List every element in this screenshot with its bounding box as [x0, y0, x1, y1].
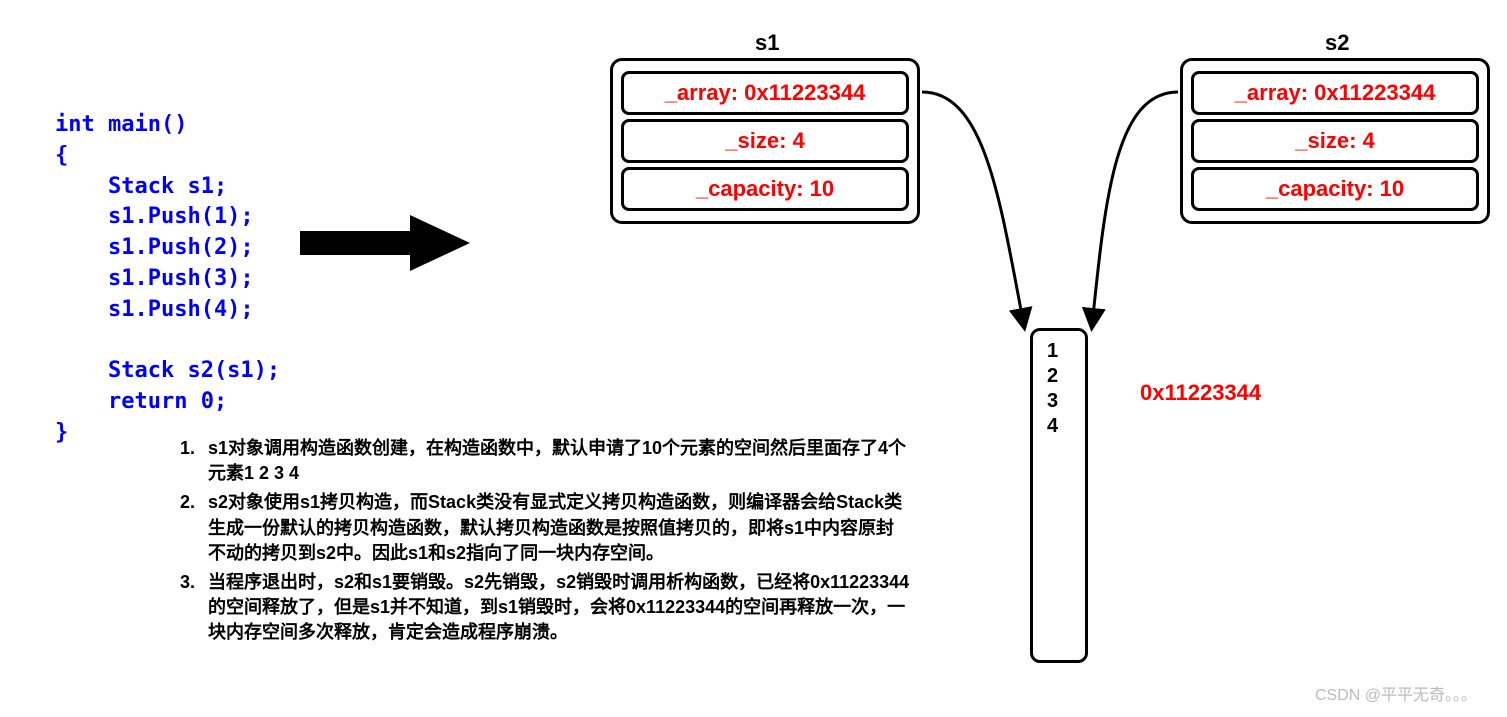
struct-s2-array: _array: 0x11223344 [1191, 71, 1479, 115]
watermark: CSDN @平平无奇。。。 [1315, 681, 1477, 705]
struct-s1-size: _size: 4 [621, 119, 909, 163]
memory-val-1: 2 [1047, 364, 1071, 389]
note-3: 3.当程序退出时，s2和s1要销毁。s2先销毁，s2销毁时调用析构函数，已经将0… [180, 570, 910, 646]
struct-s2-capacity: _capacity: 10 [1191, 167, 1479, 211]
struct-s2: _array: 0x11223344 _size: 4 _capacity: 1… [1180, 58, 1490, 224]
note-1: 1.s1对象调用构造函数创建，在构造函数中，默认申请了10个元素的空间然后里面存… [180, 436, 910, 486]
struct-s1: _array: 0x11223344 _size: 4 _capacity: 1… [610, 58, 920, 224]
struct-s1-array: _array: 0x11223344 [621, 71, 909, 115]
memory-val-3: 4 [1047, 414, 1071, 439]
struct-s1-capacity: _capacity: 10 [621, 167, 909, 211]
code-block: int main() { Stack s1; s1.Push(1); s1.Pu… [55, 110, 280, 449]
struct-s2-title: s2 [1325, 30, 1349, 56]
struct-s1-title: s1 [755, 30, 779, 56]
memory-address-label: 0x11223344 [1140, 380, 1261, 406]
memory-val-2: 3 [1047, 389, 1071, 414]
memory-val-0: 1 [1047, 339, 1071, 364]
note-2: 2.s2对象使用s1拷贝构造，而Stack类没有显式定义拷贝构造函数，则编译器会… [180, 490, 910, 566]
notes-block: 1.s1对象调用构造函数创建，在构造函数中，默认申请了10个元素的空间然后里面存… [180, 436, 910, 650]
arrow-icon [300, 215, 470, 276]
memory-block: 1 2 3 4 [1030, 328, 1088, 663]
struct-s2-size: _size: 4 [1191, 119, 1479, 163]
